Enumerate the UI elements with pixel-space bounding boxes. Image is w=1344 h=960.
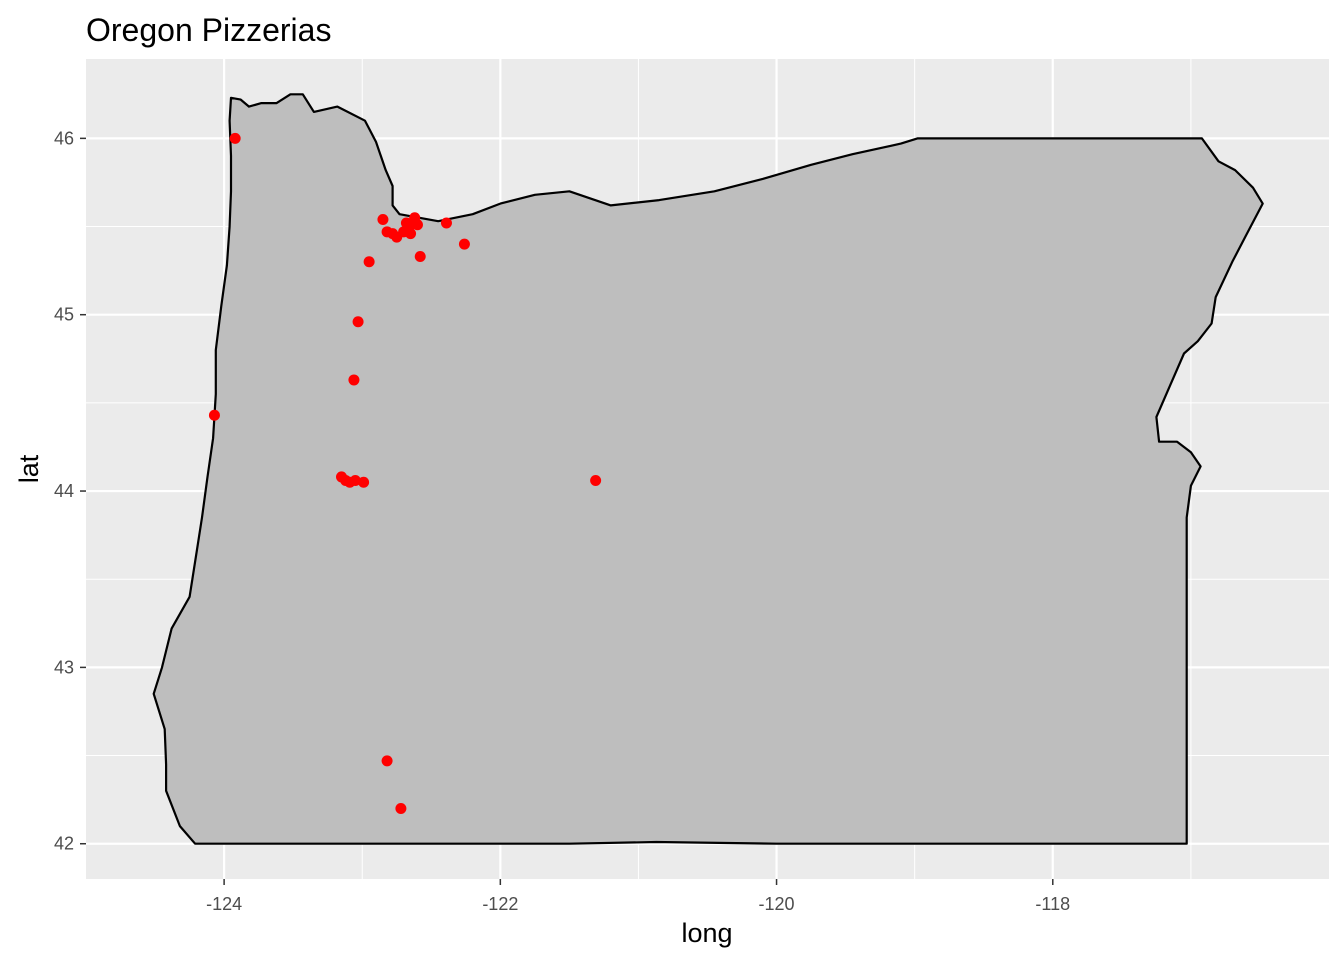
y-tick-label: 45: [54, 305, 74, 325]
y-tick-label: 46: [54, 128, 74, 148]
pizzeria-point: [458, 238, 470, 250]
pizzeria-point: [590, 474, 602, 486]
pizzeria-point: [352, 316, 364, 328]
pizzeria-point: [411, 219, 423, 231]
pizzeria-point: [405, 228, 417, 240]
x-tick-label: -120: [759, 894, 795, 914]
oregon-state-polygon: [152, 93, 1264, 845]
pizzeria-point: [440, 217, 452, 229]
y-tick-label: 42: [54, 834, 74, 854]
pizzeria-point: [381, 755, 393, 767]
pizzeria-point: [348, 374, 360, 386]
pizzeria-point: [349, 474, 361, 486]
x-axis: -124 -122 -120 -118: [206, 879, 1070, 914]
pizzeria-point: [208, 409, 220, 421]
x-tick-label: -118: [1035, 894, 1070, 914]
x-tick-label: -124: [206, 894, 242, 914]
pizzeria-point: [358, 476, 370, 488]
pizzeria-point: [377, 213, 389, 225]
pizzeria-point: [229, 132, 241, 144]
chart-title: Oregon Pizzerias: [86, 12, 331, 48]
pizzeria-point: [395, 802, 407, 814]
y-axis: 42 43 44 45 46: [54, 128, 86, 854]
y-tick-label: 43: [54, 657, 74, 677]
x-axis-title: long: [681, 918, 732, 948]
pizzeria-point: [363, 256, 375, 268]
pizzeria-point: [414, 251, 426, 263]
x-tick-label: -122: [482, 894, 518, 914]
y-axis-title: lat: [14, 454, 44, 483]
y-tick-label: 44: [54, 481, 74, 501]
pizzeria-points: [208, 132, 602, 814]
